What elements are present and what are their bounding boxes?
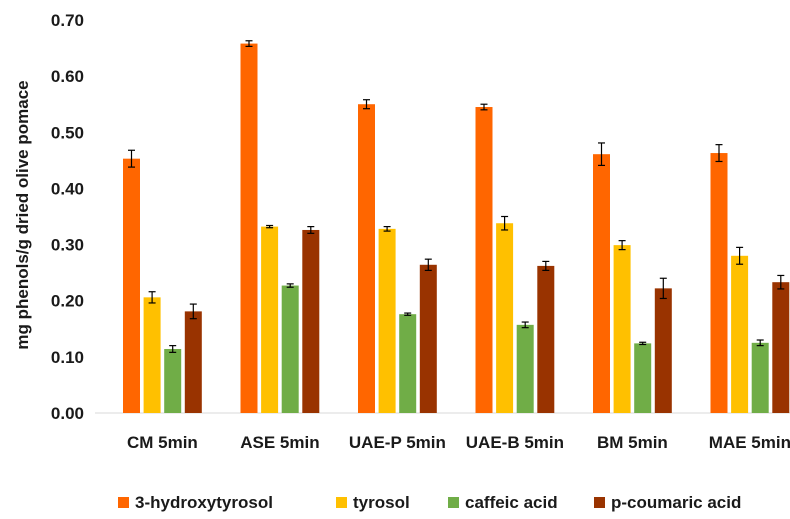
legend: 3-hydroxytyrosol tyrosol caffeic acid p-cou… bbox=[118, 493, 741, 512]
x-axis-labels: CM 5min ASE 5min UAE-P 5min UAE-B 5min BM 5m… bbox=[127, 433, 790, 452]
x-tick-label: UAE-B 5min bbox=[466, 433, 564, 452]
x-tick-label: MAE 5min bbox=[709, 433, 790, 452]
legend-label: tyrosol bbox=[353, 493, 410, 512]
y-tick-label: 0.30 bbox=[51, 236, 84, 255]
y-tick-label: 0.70 bbox=[51, 11, 84, 30]
bar-3-hydroxytyrosol bbox=[710, 153, 728, 413]
y-axis: 0.00 0.10 0.20 0.30 0.40 0.50 0.60 0.70 bbox=[51, 11, 84, 423]
bar-p-coumaric-acid bbox=[654, 288, 672, 413]
bar-tyrosol bbox=[143, 297, 161, 413]
bar-tyrosol bbox=[613, 245, 631, 413]
bar-3-hydroxytyrosol bbox=[475, 107, 493, 414]
bar-tyrosol bbox=[496, 223, 514, 413]
legend-swatch bbox=[594, 497, 605, 508]
bar-caffeic-acid bbox=[634, 343, 652, 413]
x-tick-label: ASE 5min bbox=[240, 433, 319, 452]
bars-group bbox=[123, 43, 790, 414]
y-axis-title: mg phenols/g dried olive pomace bbox=[13, 80, 32, 349]
y-tick-label: 0.40 bbox=[51, 179, 84, 198]
bar-p-coumaric-acid bbox=[184, 311, 202, 413]
y-tick-label: 0.00 bbox=[51, 404, 84, 423]
bar-p-coumaric-acid bbox=[419, 264, 437, 413]
bar-caffeic-acid bbox=[164, 348, 182, 413]
x-tick-label: BM 5min bbox=[597, 433, 668, 452]
y-tick-label: 0.60 bbox=[51, 67, 84, 86]
bar-tyrosol bbox=[261, 226, 279, 413]
y-tick-label: 0.50 bbox=[51, 123, 84, 142]
bar-caffeic-acid bbox=[751, 342, 769, 413]
legend-swatch bbox=[118, 497, 129, 508]
bar-caffeic-acid bbox=[281, 285, 299, 413]
legend-label: 3-hydroxytyrosol bbox=[135, 493, 273, 512]
bar-3-hydroxytyrosol bbox=[123, 158, 140, 413]
x-tick-label: UAE-P 5min bbox=[349, 433, 446, 452]
bar-p-coumaric-acid bbox=[772, 282, 790, 413]
bar-3-hydroxytyrosol bbox=[358, 104, 375, 413]
bar-caffeic-acid bbox=[516, 324, 534, 413]
bar-p-coumaric-acid bbox=[302, 229, 320, 413]
legend-label: caffeic acid bbox=[465, 493, 558, 512]
x-tick-label: CM 5min bbox=[127, 433, 198, 452]
bar-tyrosol bbox=[378, 228, 396, 413]
bar-caffeic-acid bbox=[399, 314, 417, 413]
bar-3-hydroxytyrosol bbox=[593, 154, 610, 413]
legend-swatch bbox=[448, 497, 459, 508]
legend-swatch bbox=[336, 497, 347, 508]
bar-tyrosol bbox=[731, 255, 749, 413]
error-bars-group bbox=[128, 40, 785, 353]
bar-p-coumaric-acid bbox=[537, 265, 555, 413]
y-tick-label: 0.20 bbox=[51, 292, 84, 311]
bar-3-hydroxytyrosol bbox=[240, 43, 258, 414]
legend-label: p-coumaric acid bbox=[611, 493, 741, 512]
y-tick-label: 0.10 bbox=[51, 348, 84, 367]
